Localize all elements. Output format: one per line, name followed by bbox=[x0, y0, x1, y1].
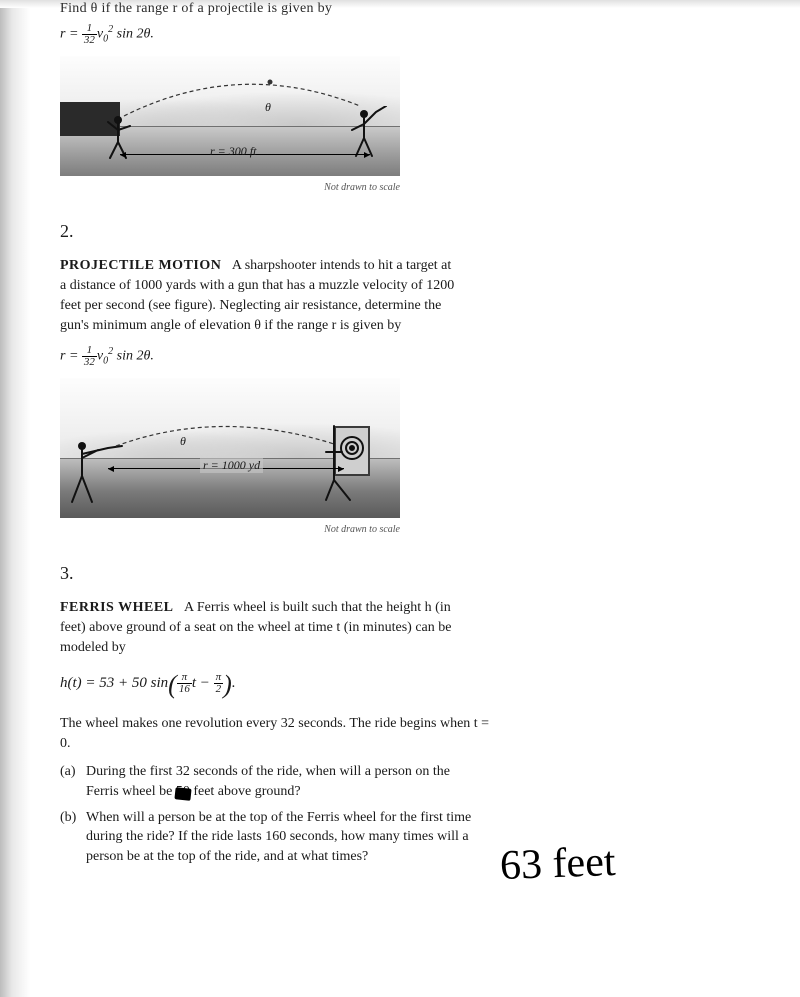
q1-tail: sin 2θ. bbox=[113, 27, 154, 42]
q1-sub: 0 bbox=[103, 33, 108, 44]
q1-figure: θ r = 300 ft bbox=[60, 56, 400, 176]
q2-frac: 132 bbox=[82, 345, 97, 368]
q3-b-text: When will a person be at the top of the … bbox=[86, 808, 480, 868]
q2-theta-label: θ bbox=[180, 434, 186, 449]
q2-formula: r = 132v02 sin 2θ. bbox=[60, 345, 760, 368]
q3-a-text: During the first 32 seconds of the ride,… bbox=[86, 762, 480, 802]
q3-sublist: (a) During the first 32 seconds of the r… bbox=[60, 762, 480, 867]
q3-formula: h(t) = 53 + 50 sin(π16t − π2). bbox=[60, 670, 760, 700]
q3-item-a: (a) During the first 32 seconds of the r… bbox=[60, 762, 480, 802]
q3-title: FERRIS WHEEL bbox=[60, 600, 174, 615]
q2-title: PROJECTILE MOTION bbox=[60, 258, 221, 273]
q1-formula-prefix: r = bbox=[60, 27, 82, 42]
q1-range-label: r = 300 ft bbox=[210, 144, 256, 159]
q2-tail: sin 2θ. bbox=[113, 349, 154, 364]
q3-lhs: h(t) = 53 + 50 sin bbox=[60, 675, 168, 691]
q2-para: PROJECTILE MOTION A sharpshooter intends… bbox=[60, 256, 460, 336]
q2-formula-prefix: r = bbox=[60, 349, 82, 364]
q3-number: 3. bbox=[60, 563, 760, 584]
q1-trajectory bbox=[120, 76, 370, 136]
q1-partial-intro: Find θ if the range r of a projectile is… bbox=[60, 0, 760, 19]
handwritten-note: 63 feet bbox=[499, 838, 616, 890]
q3-after: . bbox=[232, 675, 236, 691]
q2-figure: θ r = 1000 yd bbox=[60, 378, 400, 518]
q2-sub: 0 bbox=[103, 356, 108, 367]
q3-para: FERRIS WHEEL A Ferris wheel is built suc… bbox=[60, 598, 460, 658]
q3-item-b: (b) When will a person be at the top of … bbox=[60, 808, 480, 868]
q1-frac: 132 bbox=[82, 23, 97, 46]
q3-frac1: π16 bbox=[177, 672, 192, 695]
q3-between: The wheel makes one revolution every 32 … bbox=[60, 714, 490, 754]
q2-range-label: r = 1000 yd bbox=[200, 458, 263, 473]
q3-frac2: π2 bbox=[214, 672, 224, 695]
q3-a-struck: 50 bbox=[176, 782, 190, 802]
q1-formula: r = 132v02 sin 2θ. bbox=[60, 23, 760, 46]
q1-theta-label: θ bbox=[265, 100, 271, 115]
q1-caption: Not drawn to scale bbox=[60, 182, 400, 193]
q3-mid: t − bbox=[192, 675, 214, 691]
q2-caption: Not drawn to scale bbox=[60, 524, 400, 535]
q3-b-tag: (b) bbox=[60, 808, 86, 868]
q2-number: 2. bbox=[60, 221, 760, 242]
q3-a-tag: (a) bbox=[60, 762, 86, 802]
